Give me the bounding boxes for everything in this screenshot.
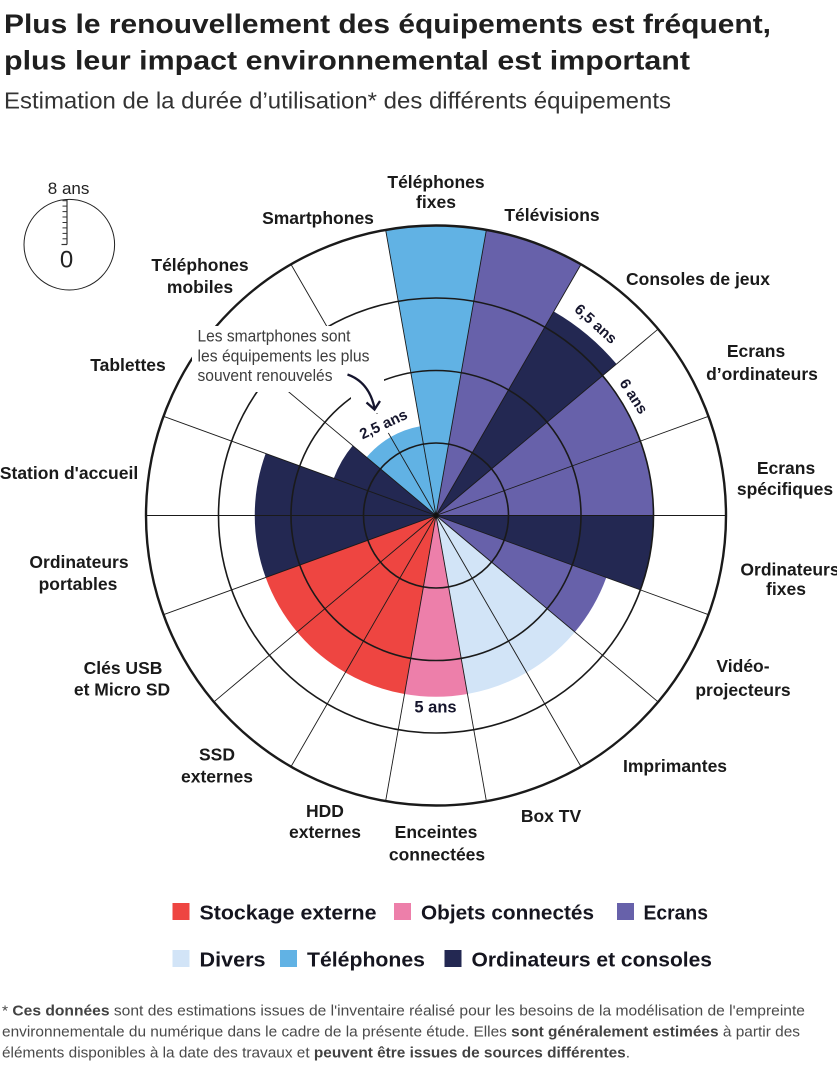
svg-text:Ecrans: Ecrans — [644, 903, 709, 925]
svg-text:Objets connectés: Objets connectés — [421, 903, 594, 925]
svg-text:8 ans: 8 ans — [48, 179, 90, 198]
svg-text:Ecrans: Ecrans — [757, 458, 816, 478]
svg-text:Divers: Divers — [200, 950, 266, 972]
svg-text:externes: externes — [181, 767, 253, 787]
svg-text:Ecrans: Ecrans — [727, 341, 786, 361]
svg-text:Enceintes: Enceintes — [395, 822, 478, 842]
svg-text:Ordinateurs: Ordinateurs — [740, 560, 837, 580]
svg-text:Smartphones: Smartphones — [262, 208, 374, 228]
svg-text:* Ces données sont des estimat: * Ces données sont des estimations issue… — [2, 1003, 805, 1020]
svg-text:Consoles de jeux: Consoles de jeux — [626, 269, 770, 289]
svg-text:Station d'accueil: Station d'accueil — [0, 463, 138, 483]
svg-text:plus leur impact environnement: plus leur impact environnemental est imp… — [4, 46, 690, 76]
svg-text:Téléphones: Téléphones — [151, 255, 249, 275]
svg-text:Clés USB: Clés USB — [84, 658, 163, 678]
svg-text:et Micro SD: et Micro SD — [74, 680, 170, 700]
svg-text:Stockage externe: Stockage externe — [200, 903, 377, 925]
svg-text:Téléphones: Téléphones — [307, 950, 425, 972]
svg-text:souvent renouvelés: souvent renouvelés — [198, 367, 333, 385]
svg-text:Ordinateurs et consoles: Ordinateurs et consoles — [472, 950, 713, 972]
svg-text:fixes: fixes — [766, 579, 806, 599]
svg-text:environnementale du numérique: environnementale du numérique dans le ca… — [2, 1024, 800, 1041]
svg-text:externes: externes — [289, 822, 361, 842]
svg-text:Télévisions: Télévisions — [504, 205, 600, 225]
svg-text:5 ans: 5 ans — [414, 699, 456, 717]
svg-text:Ordinateurs: Ordinateurs — [29, 552, 128, 572]
svg-text:les équipements les plus: les équipements les plus — [198, 348, 370, 366]
svg-text:projecteurs: projecteurs — [695, 680, 791, 700]
svg-text:mobiles: mobiles — [167, 277, 233, 297]
svg-text:fixes: fixes — [416, 192, 456, 212]
svg-text:connectées: connectées — [389, 845, 486, 865]
svg-text:HDD: HDD — [306, 801, 344, 821]
svg-text:d’ordinateurs: d’ordinateurs — [706, 364, 818, 384]
svg-text:Imprimantes: Imprimantes — [623, 756, 727, 776]
svg-text:Téléphones: Téléphones — [387, 172, 485, 192]
svg-text:Box TV: Box TV — [521, 806, 582, 826]
svg-text:Plus le renouvellement des équ: Plus le renouvellement des équipements e… — [4, 9, 771, 39]
svg-text:SSD: SSD — [199, 745, 235, 765]
svg-text:spécifiques: spécifiques — [737, 479, 834, 499]
svg-text:Tablettes: Tablettes — [90, 355, 166, 375]
svg-text:Les smartphones sont: Les smartphones sont — [198, 328, 351, 346]
svg-text:0: 0 — [60, 247, 73, 274]
svg-text:éléments disponibles à la date: éléments disponibles à la date des trava… — [2, 1045, 630, 1062]
svg-text:Estimation de la durée d’utili: Estimation de la durée d’utilisation* de… — [4, 88, 671, 114]
svg-text:Vidéo-: Vidéo- — [716, 656, 769, 676]
svg-text:portables: portables — [39, 574, 118, 594]
